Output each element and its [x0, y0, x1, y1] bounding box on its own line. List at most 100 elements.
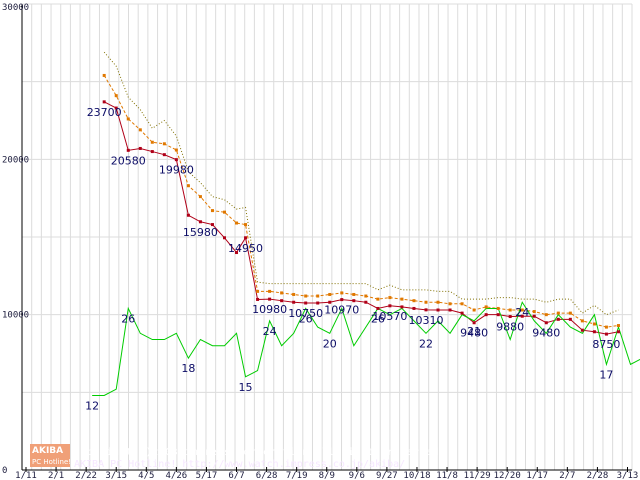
data-point-lowest-price [162, 153, 166, 157]
data-point-average-price [424, 300, 428, 304]
data-point-average-price [292, 292, 296, 296]
data-point-lowest-price [328, 300, 332, 304]
data-label: 10750 [288, 307, 323, 320]
data-point-lowest-price [138, 146, 142, 150]
data-point-average-price [388, 296, 392, 300]
x-tick-label: 11/8 [436, 471, 458, 480]
data-point-lowest-price [616, 330, 620, 334]
data-label: 8750 [592, 338, 620, 351]
data-point-average-price [210, 209, 214, 213]
y-tick-label: 20000 [2, 155, 29, 165]
data-point-lowest-price [114, 106, 118, 110]
data-point-average-price [328, 292, 332, 296]
data-point-average-price [222, 210, 226, 214]
data-point-average-price [484, 305, 488, 309]
x-tick-label: 8/9 [319, 471, 335, 480]
data-point-average-price [472, 308, 476, 312]
data-label: 10310 [408, 314, 443, 327]
x-tick-label: 10/18 [403, 471, 430, 480]
x-tick-label: 1/17 [526, 471, 548, 480]
data-label: 20580 [111, 154, 146, 167]
data-label: 26 [299, 312, 313, 325]
copyright-text: Copyright(c)2003 impress corporation All… [74, 447, 446, 458]
data-point-lowest-price [604, 332, 608, 336]
data-point-average-price [460, 302, 464, 306]
data-point-lowest-price [568, 317, 572, 321]
x-tick-label: 6/28 [256, 471, 278, 480]
data-point-lowest-price [400, 305, 404, 309]
data-label: 20 [323, 337, 337, 350]
series-lines [92, 51, 640, 396]
data-point-lowest-price [436, 308, 440, 312]
data-point-average-price [186, 184, 190, 188]
data-point-lowest-price [556, 317, 560, 321]
data-point-average-price [150, 140, 154, 144]
data-point-lowest-price [340, 298, 344, 302]
x-tick-label: 4/5 [138, 471, 154, 480]
data-point-lowest-price [376, 306, 380, 310]
data-point-average-price [448, 302, 452, 306]
y-tick-label: 0 [2, 466, 7, 476]
data-point-lowest-price [580, 328, 584, 332]
data-point-average-price [436, 300, 440, 304]
data-point-average-price [352, 292, 356, 296]
x-tick-label: 3/13 [617, 471, 639, 480]
data-point-average-price [376, 297, 380, 301]
data-point-lowest-price [472, 321, 476, 325]
data-label: 23700 [87, 106, 122, 119]
data-point-average-price [412, 299, 416, 303]
x-tick-label: 11/29 [464, 471, 491, 480]
data-point-average-price [496, 306, 500, 310]
series-line-lowest-price [103, 101, 619, 335]
data-point-lowest-price [210, 223, 214, 227]
data-point-average-price [268, 289, 272, 293]
series-line-average-price [103, 75, 619, 328]
data-point-lowest-price [388, 304, 392, 308]
data-point-average-price [364, 294, 368, 298]
data-label: 10570 [372, 310, 407, 323]
data-point-lowest-price [520, 314, 524, 318]
data-point-average-price [520, 308, 524, 312]
data-point-lowest-price [532, 314, 536, 318]
x-axis-tick-labels: 1/11 2/1 2/22 3/15 4/5 4/26 5/17 6/7 6/28 7/19 8/9… [15, 467, 638, 480]
data-label: 24 [263, 325, 277, 338]
data-point-lowest-price [222, 236, 226, 240]
data-point-lowest-price [126, 148, 130, 152]
x-tick-label: 5/17 [196, 471, 218, 480]
data-label: 9480 [532, 327, 560, 340]
data-point-lowest-price [448, 308, 452, 312]
data-label: 14950 [228, 242, 263, 255]
data-label: 22 [419, 337, 433, 350]
x-tick-label: 2/28 [587, 471, 609, 480]
chart-grid [21, 3, 633, 471]
data-point-average-price [532, 310, 536, 314]
x-tick-label: 2/22 [75, 471, 97, 480]
data-label: 26 [371, 312, 385, 325]
data-point-lowest-price [316, 301, 320, 305]
x-tick-label: 1/11 [15, 471, 37, 480]
data-label: 26 [121, 312, 135, 325]
watermark-footer: AKIBA PC Hotline! Copyright(c)2003 impre… [30, 444, 446, 470]
data-label: 9480 [460, 327, 488, 340]
y-axis-tick-labels: 0 10000 20000 30000 [2, 3, 29, 476]
data-point-lowest-price [460, 311, 464, 315]
y-tick-label: 10000 [2, 311, 29, 321]
data-label: 10980 [252, 303, 287, 316]
x-tick-label: 6/7 [228, 471, 244, 480]
data-point-lowest-price [280, 299, 284, 303]
data-point-average-price [256, 289, 260, 293]
data-label: 15980 [183, 226, 218, 239]
data-point-lowest-price [304, 301, 308, 305]
data-point-lowest-price [592, 330, 596, 334]
data-point-average-price [102, 73, 106, 77]
data-point-lowest-price [544, 321, 548, 325]
data-point-average-price [604, 325, 608, 329]
data-point-average-price [580, 319, 584, 323]
series-line-number-of-shops [92, 301, 640, 396]
data-point-lowest-price [198, 220, 202, 224]
data-point-lowest-price [484, 313, 488, 317]
y-tick-label: 30000 [2, 3, 29, 13]
akiba-logo-bg [30, 444, 70, 467]
data-point-average-price [556, 311, 560, 315]
